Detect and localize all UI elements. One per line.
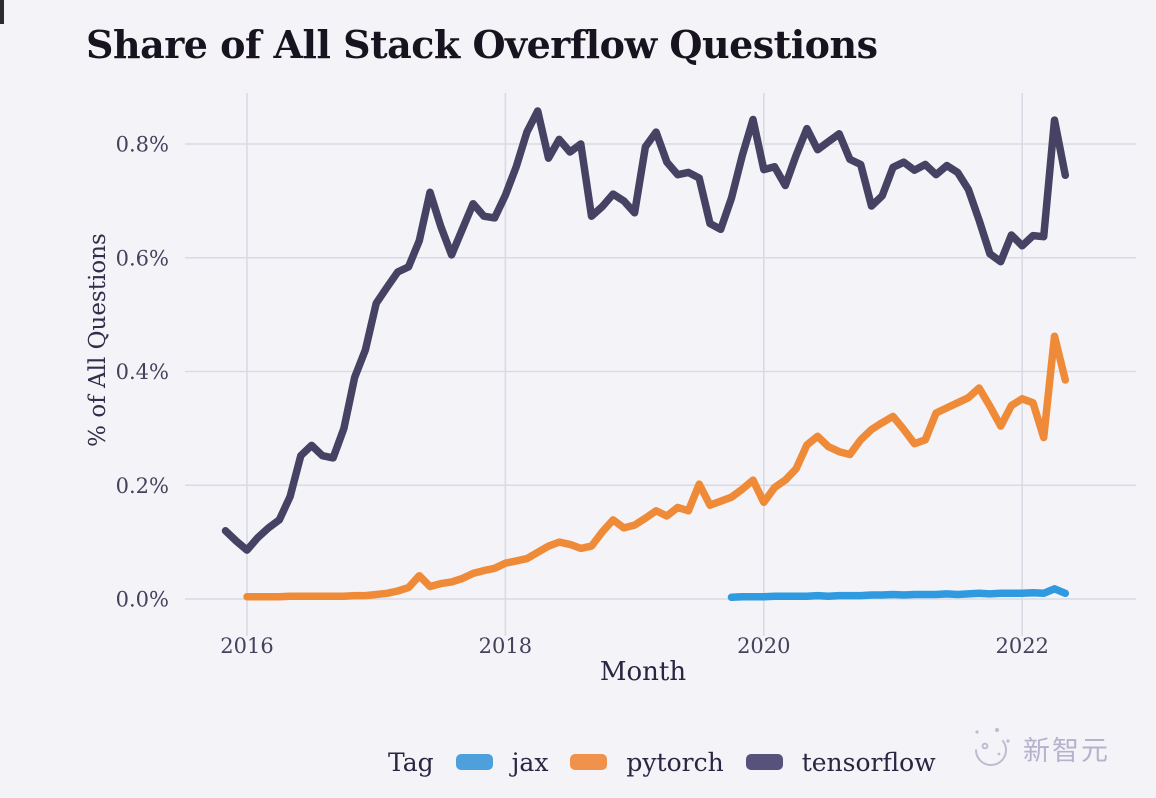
watermark-moon-icon xyxy=(975,728,1010,766)
y-tick-label: 0.6% xyxy=(116,246,169,270)
series-line-jax xyxy=(727,585,1070,602)
x-tick-label: 2022 xyxy=(995,634,1048,658)
x-axis-tick-labels: 2016 2018 2020 2022 xyxy=(220,634,1049,658)
x-tick-label: 2020 xyxy=(737,634,790,658)
y-tick-label: 0.8% xyxy=(116,133,169,157)
y-axis-tick-labels: 0.0% 0.2% 0.4% 0.6% 0.8% xyxy=(116,133,169,612)
y-tick-label: 0.0% xyxy=(116,588,169,612)
legend: Tag jax pytorch tensorflow xyxy=(388,744,936,780)
watermark-text: 新智元 xyxy=(1023,735,1110,767)
legend-swatch-jax xyxy=(455,754,493,770)
y-tick-label: 0.4% xyxy=(116,360,169,384)
screenshot-edge-artifact xyxy=(0,0,4,24)
series-lines xyxy=(221,107,1070,602)
chart-title: Share of All Stack Overflow Questions xyxy=(86,22,878,67)
legend-item-pytorch: pytorch xyxy=(570,747,724,777)
legend-title: Tag xyxy=(388,747,434,777)
legend-item-jax: jax xyxy=(455,747,549,777)
legend-swatch-tensorflow xyxy=(745,754,783,770)
y-tick-label: 0.2% xyxy=(116,474,169,498)
y-axis-title: % of All Questions xyxy=(85,233,111,447)
x-axis-title: Month xyxy=(599,657,687,687)
x-tick-label: 2018 xyxy=(479,634,532,658)
watermark: 新智元 xyxy=(968,724,1110,772)
legend-label-tensorflow: tensorflow xyxy=(801,747,936,777)
series-line-pytorch xyxy=(243,332,1070,601)
gridlines xyxy=(185,93,1136,636)
legend-swatch-pytorch xyxy=(570,754,608,770)
x-tick-label: 2016 xyxy=(220,634,273,658)
legend-label-jax: jax xyxy=(511,747,549,777)
legend-item-tensorflow: tensorflow xyxy=(745,747,936,777)
series-line-tensorflow xyxy=(221,107,1070,554)
legend-label-pytorch: pytorch xyxy=(626,747,724,777)
